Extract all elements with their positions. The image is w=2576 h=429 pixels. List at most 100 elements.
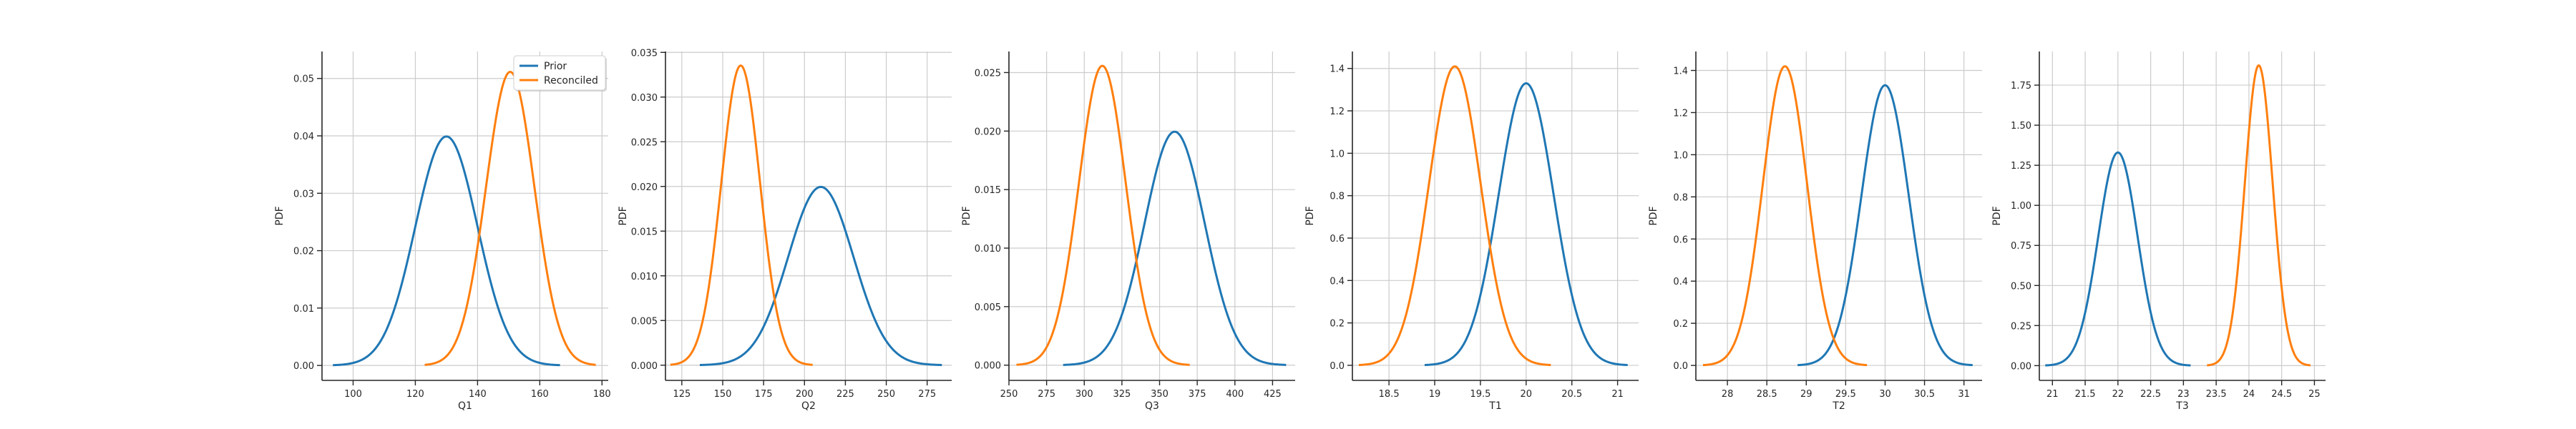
y-axis-label: PDF [618,206,629,225]
chart-panel-2: 125 150 175 200 225 250 275 0.000 0.005 0.010 0.01… [618,48,952,412]
y-tick-label: 1.75 [2011,81,2031,92]
x-axis-label: Q1 [458,400,472,412]
x-tick-label: 200 [796,389,814,400]
x-tick-label: 21 [1611,389,1624,400]
x-tick-label: 24.5 [2271,389,2292,400]
chart-panel-5: 28 28.5 29 29.5 30 30.5 31 0.0 0.2 0.4 0.6 0.8 1.0 1.… [1648,51,1982,412]
x-tick-label: 160 [531,389,549,400]
y-tick-label: 0.015 [975,185,1001,196]
x-tick-label: 250 [877,389,895,400]
series-line-reconciled [2206,64,2311,367]
x-tick-label: 140 [469,389,487,400]
x-tick-label: 150 [714,389,732,400]
x-tick-label: 29.5 [1835,389,1856,400]
y-tick-label: 1.2 [1673,108,1688,119]
y-tick-label: 1.50 [2011,121,2031,132]
y-axis-label: PDF [961,206,972,225]
y-tick-label: 1.0 [1673,150,1688,161]
series-line-prior [1797,84,1974,367]
y-tick-label: 0.005 [975,302,1001,313]
x-tick-label: 18.5 [1379,389,1400,400]
y-tick-label: 0.025 [975,68,1001,79]
x-tick-label: 250 [1000,389,1018,400]
legend-label-reconciled: Reconciled [544,75,598,87]
series-line-prior [333,135,560,367]
x-tick-label: 375 [1189,389,1206,400]
x-tick-label: 29 [1800,389,1813,400]
x-tick-label: 21.5 [2075,389,2096,400]
x-axis-label: T3 [2175,400,2188,412]
y-axis-label: PDF [1648,206,1659,225]
series-line-prior [2044,151,2192,367]
y-tick-label: 1.4 [1673,66,1688,77]
y-tick-label: 0.02 [293,247,314,257]
series-line-reconciled [670,64,814,366]
y-tick-label: 1.00 [2011,201,2031,212]
x-tick-label: 100 [344,389,362,400]
y-tick-label: 0.6 [1330,234,1345,245]
chart-panel-3: 250 275 300 325 350 375 400 425 0.000 0.005 0.010 0… [961,51,1295,412]
x-tick-label: 21 [2046,389,2059,400]
y-tick-label: 0.035 [631,48,658,59]
x-tick-label: 400 [1226,389,1244,400]
y-tick-label: 1.0 [1330,149,1345,159]
series-line-reconciled [1358,65,1551,367]
x-tick-label: 20.5 [1561,389,1582,400]
y-tick-label: 0.50 [2011,281,2031,292]
series-line-prior [699,185,942,366]
series-line-prior [1424,82,1628,367]
series-line-prior [1063,130,1287,366]
x-tick-label: 20 [1521,389,1533,400]
x-tick-label: 24 [2243,389,2255,400]
x-tick-label: 28.5 [1757,389,1777,400]
y-tick-label: 0.04 [293,132,314,142]
x-axis-label: T2 [1832,400,1845,412]
x-tick-label: 22 [2112,389,2124,400]
chart-panel-4: 18.5 19 19.5 20 20.5 21 0.0 0.2 0.4 0.6 0.8 1.0 1.2 1… [1304,51,1639,412]
y-axis-label: PDF [274,206,286,225]
series-line-reconciled [424,71,597,366]
y-tick-label: 0.020 [975,127,1001,137]
x-tick-label: 275 [918,389,936,400]
y-tick-label: 0.0 [1330,361,1345,372]
x-tick-label: 180 [593,389,611,400]
y-tick-label: 0.00 [2011,361,2031,372]
x-tick-label: 425 [1264,389,1282,400]
y-tick-label: 0.8 [1330,192,1345,202]
y-tick-label: 0.8 [1673,192,1688,203]
y-tick-label: 0.020 [631,182,658,193]
x-tick-label: 25 [2308,389,2321,400]
x-tick-label: 30 [1879,389,1891,400]
legend: Prior Reconciled [513,55,607,92]
series-line-reconciled [1702,65,1868,367]
x-axis-label: T1 [1488,400,1501,412]
x-tick-label: 19 [1429,389,1441,400]
y-tick-label: 0.01 [293,304,314,315]
y-tick-label: 0.030 [631,93,658,104]
x-tick-label: 19.5 [1470,389,1491,400]
y-tick-label: 0.010 [975,244,1001,255]
x-tick-label: 275 [1038,389,1055,400]
y-tick-label: 1.25 [2011,161,2031,172]
y-tick-label: 0.0 [1673,361,1688,372]
y-tick-label: 0.25 [2011,321,2031,332]
y-tick-label: 0.00 [293,361,314,372]
y-tick-label: 0.2 [1330,319,1345,330]
x-tick-label: 225 [836,389,854,400]
y-tick-label: 0.6 [1673,235,1688,245]
y-tick-label: 0.010 [631,272,658,282]
x-tick-label: 22.5 [2140,389,2161,400]
x-tick-label: 30.5 [1914,389,1935,400]
x-tick-label: 23.5 [2206,389,2227,400]
y-tick-label: 1.2 [1330,107,1345,117]
y-tick-label: 0.025 [631,137,658,148]
x-axis-label: Q2 [801,400,816,412]
y-tick-label: 1.4 [1330,64,1345,75]
legend-label-prior: Prior [544,61,567,72]
x-tick-label: 125 [673,389,691,400]
x-tick-label: 325 [1113,389,1131,400]
series-line-reconciled [1016,64,1191,366]
x-tick-label: 300 [1075,389,1093,400]
y-tick-label: 0.75 [2011,241,2031,252]
